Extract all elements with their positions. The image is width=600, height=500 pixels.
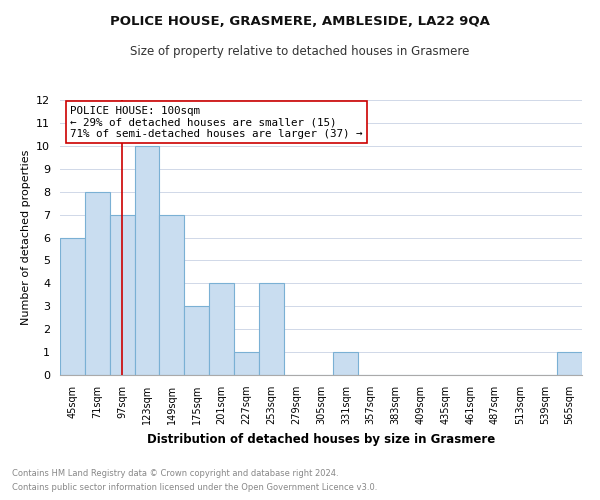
Text: POLICE HOUSE, GRASMERE, AMBLESIDE, LA22 9QA: POLICE HOUSE, GRASMERE, AMBLESIDE, LA22 … bbox=[110, 15, 490, 28]
Bar bbox=[160, 214, 184, 375]
Text: Contains HM Land Registry data © Crown copyright and database right 2024.: Contains HM Land Registry data © Crown c… bbox=[12, 468, 338, 477]
Bar bbox=[85, 192, 110, 375]
Y-axis label: Number of detached properties: Number of detached properties bbox=[20, 150, 31, 325]
Bar bbox=[334, 352, 358, 375]
Bar bbox=[60, 238, 85, 375]
Bar bbox=[134, 146, 160, 375]
Bar bbox=[557, 352, 582, 375]
X-axis label: Distribution of detached houses by size in Grasmere: Distribution of detached houses by size … bbox=[147, 432, 495, 446]
Text: Contains public sector information licensed under the Open Government Licence v3: Contains public sector information licen… bbox=[12, 484, 377, 492]
Bar bbox=[184, 306, 209, 375]
Bar bbox=[234, 352, 259, 375]
Bar bbox=[259, 284, 284, 375]
Bar bbox=[110, 214, 134, 375]
Bar bbox=[209, 284, 234, 375]
Text: POLICE HOUSE: 100sqm
← 29% of detached houses are smaller (15)
71% of semi-detac: POLICE HOUSE: 100sqm ← 29% of detached h… bbox=[70, 106, 363, 138]
Text: Size of property relative to detached houses in Grasmere: Size of property relative to detached ho… bbox=[130, 45, 470, 58]
